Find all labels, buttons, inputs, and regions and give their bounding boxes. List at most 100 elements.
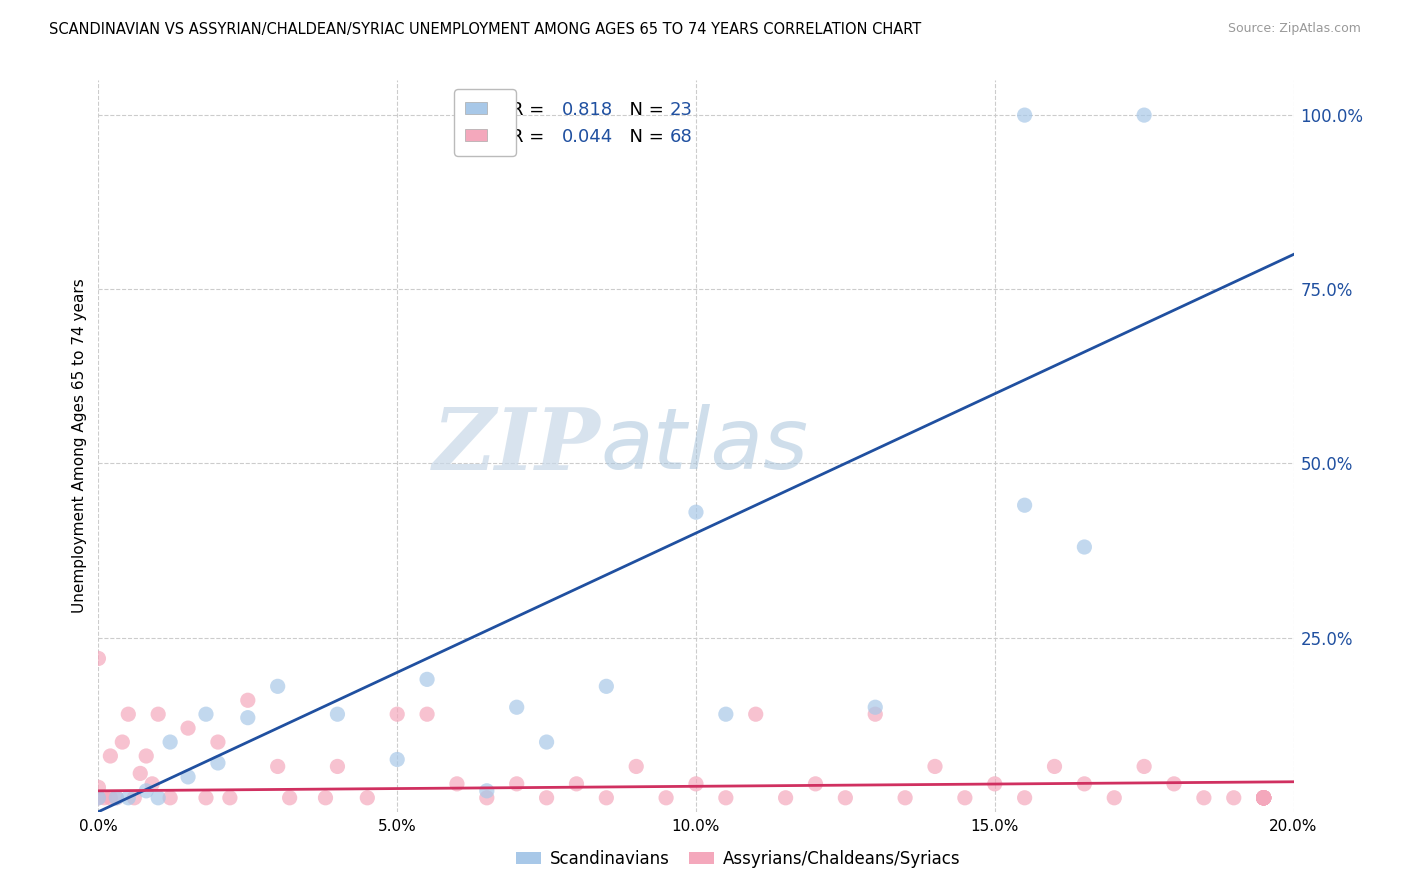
Point — [1253, 790, 1275, 805]
Point — [1253, 790, 1275, 805]
Legend:   ,   : , — [454, 89, 516, 156]
Point — [1223, 790, 1246, 805]
Point — [1253, 790, 1275, 805]
Point — [87, 651, 110, 665]
Point — [714, 707, 737, 722]
Point — [804, 777, 827, 791]
Point — [148, 790, 170, 805]
Text: atlas: atlas — [600, 404, 808, 488]
Point — [326, 707, 349, 722]
Point — [536, 790, 558, 805]
Point — [117, 707, 139, 722]
Text: ZIP: ZIP — [433, 404, 600, 488]
Point — [1253, 790, 1275, 805]
Text: Source: ZipAtlas.com: Source: ZipAtlas.com — [1227, 22, 1361, 36]
Point — [685, 777, 707, 791]
Point — [141, 777, 163, 791]
Point — [1133, 108, 1156, 122]
Point — [1253, 790, 1275, 805]
Point — [924, 759, 946, 773]
Point — [565, 777, 588, 791]
Point — [159, 790, 181, 805]
Point — [129, 766, 152, 780]
Point — [1014, 790, 1036, 805]
Point — [475, 790, 498, 805]
Point — [219, 790, 242, 805]
Point — [98, 790, 122, 805]
Point — [655, 790, 678, 805]
Text: R =: R = — [510, 128, 550, 145]
Point — [1014, 108, 1036, 122]
Y-axis label: Unemployment Among Ages 65 to 74 years: Unemployment Among Ages 65 to 74 years — [72, 278, 87, 614]
Point — [177, 721, 200, 735]
Point — [1014, 498, 1036, 512]
Text: 23: 23 — [669, 101, 693, 119]
Point — [267, 759, 290, 773]
Point — [775, 790, 797, 805]
Point — [195, 790, 218, 805]
Point — [536, 735, 558, 749]
Point — [1073, 540, 1095, 554]
Point — [315, 790, 337, 805]
Point — [124, 790, 146, 805]
Point — [385, 752, 409, 766]
Text: 0.044: 0.044 — [562, 128, 613, 145]
Point — [745, 707, 768, 722]
Point — [135, 749, 157, 764]
Text: 0.818: 0.818 — [562, 101, 613, 119]
Point — [87, 790, 110, 805]
Point — [87, 780, 110, 795]
Point — [1104, 790, 1126, 805]
Point — [1253, 790, 1275, 805]
Point — [111, 735, 134, 749]
Point — [1043, 759, 1066, 773]
Point — [159, 735, 181, 749]
Point — [236, 711, 259, 725]
Text: R =: R = — [510, 101, 555, 119]
Text: N =: N = — [619, 101, 669, 119]
Point — [506, 700, 529, 714]
Point — [595, 679, 617, 693]
Point — [865, 707, 887, 722]
Point — [87, 790, 110, 805]
Point — [207, 735, 229, 749]
Point — [356, 790, 378, 805]
Text: N =: N = — [619, 128, 669, 145]
Point — [475, 784, 498, 798]
Point — [278, 790, 301, 805]
Point — [595, 790, 617, 805]
Point — [195, 707, 218, 722]
Point — [1253, 790, 1275, 805]
Point — [894, 790, 917, 805]
Point — [1253, 790, 1275, 805]
Point — [105, 790, 128, 805]
Point — [177, 770, 200, 784]
Point — [714, 790, 737, 805]
Point — [117, 790, 139, 805]
Point — [385, 707, 409, 722]
Point — [1073, 777, 1095, 791]
Point — [865, 700, 887, 714]
Point — [416, 707, 439, 722]
Text: SCANDINAVIAN VS ASSYRIAN/CHALDEAN/SYRIAC UNEMPLOYMENT AMONG AGES 65 TO 74 YEARS : SCANDINAVIAN VS ASSYRIAN/CHALDEAN/SYRIAC… — [49, 22, 921, 37]
Point — [1253, 790, 1275, 805]
Point — [416, 673, 439, 687]
Legend: Scandinavians, Assyrians/Chaldeans/Syriacs: Scandinavians, Assyrians/Chaldeans/Syria… — [509, 844, 967, 875]
Text: 68: 68 — [669, 128, 692, 145]
Point — [1163, 777, 1185, 791]
Point — [148, 707, 170, 722]
Point — [834, 790, 856, 805]
Point — [953, 790, 976, 805]
Point — [626, 759, 648, 773]
Point — [326, 759, 349, 773]
Point — [1253, 790, 1275, 805]
Point — [1192, 790, 1215, 805]
Point — [685, 505, 707, 519]
Point — [1253, 790, 1275, 805]
Point — [236, 693, 259, 707]
Point — [135, 784, 157, 798]
Point — [207, 756, 229, 770]
Point — [267, 679, 290, 693]
Point — [93, 790, 115, 805]
Point — [506, 777, 529, 791]
